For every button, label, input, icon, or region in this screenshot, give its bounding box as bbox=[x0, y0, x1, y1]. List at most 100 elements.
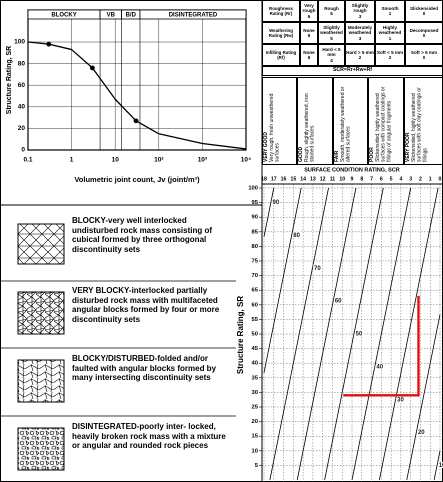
x-tick-label: 18 bbox=[261, 176, 267, 182]
gsi-label: 80 bbox=[293, 233, 300, 239]
curve bbox=[28, 42, 246, 149]
y-tick-label: 25 bbox=[252, 405, 259, 411]
rock-icon bbox=[18, 360, 64, 402]
row-label: Roughness Rating (Rr) bbox=[262, 0, 300, 22]
y-tick-label: 80 bbox=[18, 60, 26, 67]
marker bbox=[90, 66, 95, 71]
rating-value: 3 bbox=[359, 14, 362, 19]
y-tick-label: 50 bbox=[252, 332, 258, 338]
rating-value: 6 bbox=[308, 55, 311, 60]
x-tick-label: 15 bbox=[290, 176, 296, 182]
rating-value: 0 bbox=[423, 33, 426, 38]
x-tick-label: 3 bbox=[409, 176, 412, 182]
condition-description: Smooth, moderately weathered or altered … bbox=[341, 80, 353, 162]
gsi-line bbox=[407, 314, 440, 480]
y-tick-label: 90 bbox=[252, 215, 258, 221]
x-tick-label: 8 bbox=[360, 176, 363, 182]
scr-formula: SCR=Rr+Rw+Rf bbox=[262, 66, 443, 76]
rating-value: 4 bbox=[330, 58, 333, 63]
zone-label: DISINTEGRATED bbox=[169, 13, 218, 19]
gsi-label: 20 bbox=[418, 430, 425, 436]
x-tick-label: 10⁴ bbox=[241, 157, 251, 164]
x-tick-label: 0.1 bbox=[23, 157, 32, 164]
y-tick-label: 75 bbox=[252, 259, 259, 265]
x-tick-label: 1 bbox=[429, 176, 432, 182]
y-axis-label: Structure Rating, SR bbox=[236, 296, 245, 374]
condition-description: Rough, slightly weathered, iron stained … bbox=[305, 80, 317, 162]
rating-cell: None6 bbox=[300, 44, 318, 66]
rock-icon bbox=[18, 224, 64, 264]
condition-description: Slickensided, highly weathered surfaces … bbox=[412, 80, 429, 162]
rock-icon bbox=[18, 428, 64, 470]
gsi-label: 70 bbox=[314, 266, 321, 272]
condition-description: Slickensided, highly weathered surfaces … bbox=[376, 80, 393, 162]
x-tick-label: 1 bbox=[70, 157, 74, 164]
marker bbox=[46, 42, 51, 47]
rating-text: Hard < 5 mm bbox=[319, 47, 344, 58]
condition-description: Very rough, fresh unweathered surfaces bbox=[270, 80, 282, 162]
rating-cell: Slightly rough3 bbox=[345, 0, 375, 22]
plot-frame bbox=[28, 10, 246, 150]
y-tick-label: 80 bbox=[252, 244, 258, 250]
y-tick-label: 100 bbox=[14, 39, 25, 46]
row-label: Weathering Rating (Rw) bbox=[262, 22, 300, 44]
gsi-label: 60 bbox=[335, 299, 342, 305]
x-tick-label: 9 bbox=[351, 176, 354, 182]
rating-value: 0 bbox=[423, 55, 426, 60]
y-tick-label: 30 bbox=[252, 390, 258, 396]
gsi-line bbox=[264, 188, 301, 373]
y-tick-label: 20 bbox=[18, 125, 26, 132]
rating-text: Highly weathered bbox=[376, 25, 404, 36]
zone-label: VB bbox=[107, 13, 116, 19]
rating-value: 5 bbox=[330, 36, 333, 41]
rating-text: Moderately weathered bbox=[346, 25, 374, 36]
x-tick-label: 10³ bbox=[198, 157, 208, 164]
y-tick-label: 100 bbox=[248, 186, 258, 192]
rating-value: 0 bbox=[423, 11, 426, 16]
rating-cell: Soft > 5 mm0 bbox=[405, 44, 443, 66]
x-tick-label: 10 bbox=[339, 176, 345, 182]
rating-cell: Slightly weathered5 bbox=[318, 22, 345, 44]
x-tick-label: 16 bbox=[281, 176, 287, 182]
x-tick-label: 10 bbox=[112, 157, 120, 164]
rating-value: 2 bbox=[359, 55, 362, 60]
zone-label: BLOCKY bbox=[51, 13, 76, 19]
rock-mass-description: DISINTEGRATED-poorly inter- locked, heav… bbox=[72, 422, 234, 451]
rating-value: 5 bbox=[330, 11, 333, 16]
zone-label: B/D bbox=[126, 13, 137, 19]
rating-value: 6 bbox=[308, 33, 311, 38]
gsi-line bbox=[264, 188, 274, 237]
x-tick-label: 2 bbox=[419, 176, 422, 182]
row-label: Infilling Rating (Rf) bbox=[262, 44, 300, 66]
y-axis-label: Structure Rating, SR bbox=[6, 46, 13, 114]
y-tick-label: 70 bbox=[252, 273, 258, 279]
x-tick-label: 6 bbox=[380, 176, 383, 182]
rating-cell: Very rough6 bbox=[300, 0, 318, 22]
rock-mass-description: BLOCKY-very well interlocked undisturbed… bbox=[72, 216, 234, 254]
x-tick-label: 7 bbox=[370, 176, 373, 182]
rating-value: 3 bbox=[359, 36, 362, 41]
y-tick-label: 45 bbox=[252, 346, 259, 352]
x-tick-label: 17 bbox=[271, 176, 277, 182]
rating-value: 6 bbox=[308, 14, 311, 19]
condition-strip: FAIRSmooth, moderately weathered or alte… bbox=[333, 77, 368, 165]
x-tick-label: 0 bbox=[439, 176, 442, 182]
x-tick-label: 13 bbox=[310, 176, 316, 182]
rating-text: Very rough bbox=[301, 3, 317, 14]
gsi-label: 90 bbox=[273, 200, 280, 206]
x-tick-label: 5 bbox=[390, 176, 393, 182]
y-tick-label: 35 bbox=[252, 375, 259, 381]
axis-title: SURFACE CONDITION RATING, SCR bbox=[304, 167, 400, 173]
y-tick-label: 60 bbox=[252, 302, 258, 308]
y-tick-label: 55 bbox=[252, 317, 259, 323]
x-tick-label: 4 bbox=[399, 176, 402, 182]
x-tick-label: 11 bbox=[330, 176, 336, 182]
